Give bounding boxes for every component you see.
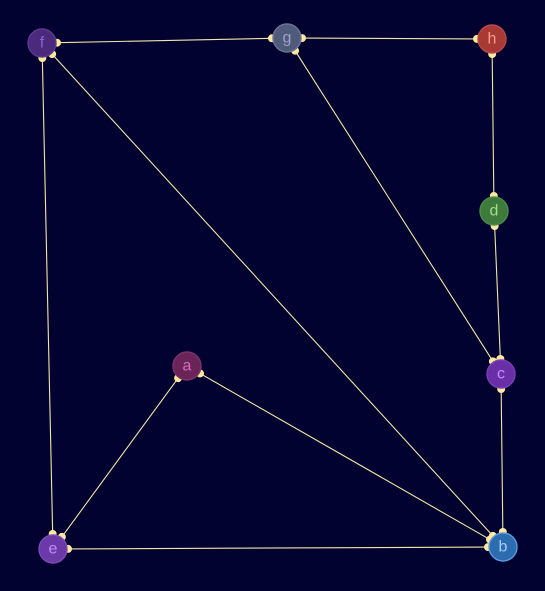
edges-layer xyxy=(41,37,504,550)
node-h[interactable]: h xyxy=(477,24,507,54)
edge-d-c xyxy=(494,225,501,360)
node-c-circle xyxy=(486,359,516,389)
node-e[interactable]: e xyxy=(38,534,68,564)
edge-f-g xyxy=(56,37,273,44)
edge-h-d xyxy=(491,53,495,197)
edge-c-b xyxy=(500,388,504,533)
node-g-circle xyxy=(272,23,302,53)
node-d-label: d xyxy=(490,203,499,220)
node-a[interactable]: a xyxy=(172,351,202,381)
node-c-label: c xyxy=(497,366,505,383)
edge-a-b xyxy=(199,372,491,541)
node-b[interactable]: b xyxy=(488,532,518,562)
node-h-circle xyxy=(477,24,507,54)
node-a-label: a xyxy=(183,358,192,375)
node-h-label: h xyxy=(488,31,497,48)
node-f-label: f xyxy=(40,35,45,52)
node-f-circle xyxy=(27,28,57,58)
edge-e-b xyxy=(67,546,489,550)
node-a-circle xyxy=(172,351,202,381)
node-f[interactable]: f xyxy=(27,28,57,58)
node-e-label: e xyxy=(49,541,58,558)
edge-g-c xyxy=(294,50,494,362)
edge-g-h xyxy=(301,37,478,40)
edge-a-e xyxy=(61,377,179,538)
node-b-label: b xyxy=(499,539,508,556)
nodes-layer: f g h d c a e b xyxy=(27,23,518,564)
node-d-circle xyxy=(479,196,509,226)
node-g[interactable]: g xyxy=(272,23,302,53)
edge-f-b xyxy=(51,53,494,537)
node-c[interactable]: c xyxy=(486,359,516,389)
node-b-circle xyxy=(488,532,518,562)
node-g-label: g xyxy=(283,30,292,47)
edge-f-e xyxy=(41,57,54,535)
node-e-circle xyxy=(38,534,68,564)
node-d[interactable]: d xyxy=(479,196,509,226)
